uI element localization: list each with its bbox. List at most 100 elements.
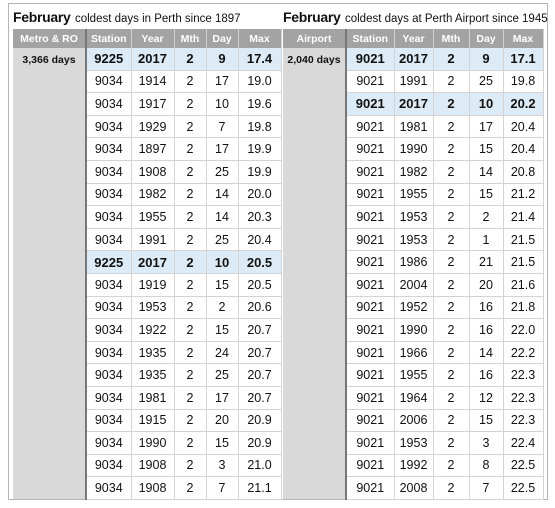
table-row: 9021 2006 2 15 22.3 — [283, 409, 544, 433]
table-cell: 20.5 — [238, 250, 282, 274]
table-cell: 19.6 — [238, 92, 282, 116]
table-cell: 14 — [206, 205, 239, 229]
table-cell: 7 — [206, 476, 239, 500]
table-row: 9021 1986 2 21 21.5 — [283, 250, 544, 274]
table-cell: 20.7 — [238, 363, 282, 387]
table-cell: 19.0 — [238, 70, 282, 94]
table-cell: 10 — [206, 92, 239, 116]
table-cell: 9021 — [346, 183, 395, 207]
table-cell: 20.4 — [238, 228, 282, 252]
table-cell: 10 — [206, 250, 239, 274]
table-cell: 21 — [469, 250, 504, 274]
day-count: 2,040 days — [283, 48, 347, 500]
table-cell: 2 — [433, 160, 470, 184]
table-cell: 9021 — [346, 228, 395, 252]
table-cell: 2 — [433, 454, 470, 478]
table-cell: 9034 — [86, 409, 132, 433]
table-cell: 2004 — [394, 273, 434, 297]
table-cell: 2 — [174, 409, 207, 433]
table-cell: 9021 — [346, 250, 395, 274]
table-cell: 1955 — [394, 363, 434, 387]
table-cell: 9034 — [86, 205, 132, 229]
title-rest: coldest days in Perth since 1897 — [74, 13, 241, 25]
table-cell: 2017 — [131, 250, 175, 274]
table-cell: 9021 — [346, 476, 395, 500]
table-cell: 1915 — [131, 409, 175, 433]
table-row: 9034 1908 2 7 21.1 — [13, 476, 282, 500]
table-cell: 9021 — [346, 92, 395, 116]
table-cell: 19.8 — [503, 70, 544, 94]
table-cell: 19.9 — [238, 137, 282, 161]
table-cell: 9021 — [346, 409, 395, 433]
table-cell: 9021 — [346, 363, 395, 387]
table-cell: 1981 — [131, 386, 175, 410]
table-cell: 9225 — [86, 250, 132, 274]
table-cell: 2 — [433, 250, 470, 274]
table-row: 9034 1915 2 20 20.9 — [13, 409, 282, 433]
table-row: 9034 1982 2 14 20.0 — [13, 183, 282, 207]
table-cell: 1908 — [131, 160, 175, 184]
table-cell: 9021 — [346, 115, 395, 139]
table-cell: 9034 — [86, 454, 132, 478]
title-bold: February — [13, 9, 71, 25]
table-cell: 2 — [174, 341, 207, 365]
table-cell: 20.5 — [238, 273, 282, 297]
table-cell: 9021 — [346, 205, 395, 229]
table-cell: 9021 — [346, 386, 395, 410]
column-header: Max — [503, 29, 544, 48]
table-cell: 21.8 — [503, 296, 544, 320]
table-cell: 2 — [433, 363, 470, 387]
table-cell: 9034 — [86, 386, 132, 410]
table-cell: 14 — [206, 183, 239, 207]
table-cell: 9021 — [346, 160, 395, 184]
data-table: Airport Station Year Mth Day Max 2,040 days 902… — [283, 29, 544, 500]
table-cell: 20.2 — [503, 92, 544, 116]
table-cell: 14 — [469, 160, 504, 184]
column-header: Day — [206, 29, 239, 48]
table-cell: 17 — [206, 70, 239, 94]
table-cell: 1955 — [394, 183, 434, 207]
table-row: 9034 1935 2 24 20.7 — [13, 341, 282, 365]
title-rest: coldest days at Perth Airport since 1945 — [344, 13, 548, 25]
table-cell: 1929 — [131, 115, 175, 139]
table-cell: 1914 — [131, 70, 175, 94]
table-cell: 9034 — [86, 273, 132, 297]
table-cell: 9021 — [346, 296, 395, 320]
table-cell: 1964 — [394, 386, 434, 410]
table-cell: 20.4 — [503, 115, 544, 139]
table-cell: 9034 — [86, 363, 132, 387]
column-header: Station — [346, 29, 395, 48]
table-row: 9034 1981 2 17 20.7 — [13, 386, 282, 410]
table-cell: 2 — [174, 476, 207, 500]
table-cell: 7 — [206, 115, 239, 139]
table-cell: 2 — [433, 137, 470, 161]
table-cell: 2 — [433, 228, 470, 252]
table-cell: 1981 — [394, 115, 434, 139]
table-row: 9021 1991 2 25 19.8 — [283, 70, 544, 94]
table-cell: 2017 — [394, 92, 434, 116]
table-cell: 9021 — [346, 70, 395, 94]
table-cell: 3 — [469, 431, 504, 455]
table-cell: 9021 — [346, 341, 395, 365]
table-cell: 25 — [206, 363, 239, 387]
table-cell: 15 — [469, 183, 504, 207]
table-cell: 2 — [174, 431, 207, 455]
table-cell: 2 — [433, 92, 470, 116]
table-row: 9034 1935 2 25 20.7 — [13, 363, 282, 387]
table-cell: 1953 — [394, 228, 434, 252]
table-cell: 9021 — [346, 431, 395, 455]
column-header: Year — [394, 29, 434, 48]
table-cell: 9034 — [86, 228, 132, 252]
table-cell: 1908 — [131, 454, 175, 478]
table-cell: 20.7 — [238, 341, 282, 365]
table-row: 9034 1991 2 25 20.4 — [13, 228, 282, 252]
table-cell: 20.8 — [503, 160, 544, 184]
table-cell: 2 — [174, 205, 207, 229]
table-cell: 2 — [174, 454, 207, 478]
table-cell: 2 — [174, 228, 207, 252]
table-cell: 20.3 — [238, 205, 282, 229]
table-row: 9021 2004 2 20 21.6 — [283, 273, 544, 297]
table-cell: 17 — [206, 386, 239, 410]
table-cell: 20.7 — [238, 386, 282, 410]
table-cell: 2 — [174, 273, 207, 297]
